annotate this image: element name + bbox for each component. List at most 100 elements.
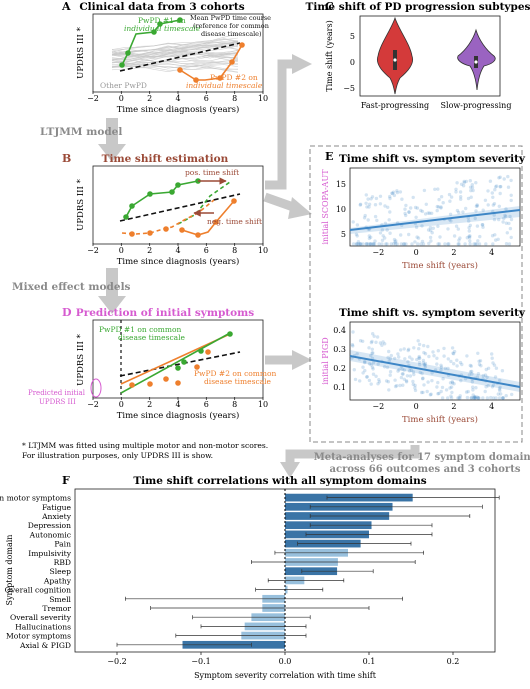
x-tick-label: 4 [489, 402, 494, 411]
scatter-point [490, 356, 494, 360]
scatter-point [504, 207, 508, 211]
scatter-point [385, 365, 390, 370]
footnote-line-1: * LTJMM was fitted using multiple motor … [22, 441, 268, 450]
scatter-point [367, 202, 372, 206]
scatter-point [421, 242, 426, 246]
scatter-point [485, 396, 490, 400]
scatter-point [406, 348, 410, 353]
scatter-point [365, 205, 369, 209]
scatter-point [395, 190, 400, 195]
scatter-point [358, 242, 363, 246]
x-tick-label: 4 [175, 94, 180, 103]
scatter-point [486, 384, 490, 388]
scatter-point [435, 356, 439, 360]
panel-title: Clinical data from 3 cohorts [79, 1, 244, 13]
panel-letter: B [62, 152, 71, 165]
scatter-point [505, 231, 509, 235]
pwpd1-label-b: individual timescale [124, 24, 201, 33]
scatter-point [423, 361, 428, 366]
scatter-point [421, 390, 425, 395]
scatter-point [509, 193, 513, 197]
scatter-point [414, 225, 419, 229]
scatter-point [369, 242, 373, 246]
scatter-point [470, 369, 474, 374]
scatter-point [386, 380, 390, 384]
scatter-point [358, 203, 362, 207]
meta-analyses-line-2: across 66 outcomes and 3 cohorts [330, 464, 521, 475]
scatter-point [465, 354, 469, 358]
scatter-point [454, 187, 458, 191]
scatter-point [369, 197, 373, 201]
group-label: Slow-progressing [441, 101, 512, 110]
scatter-point [467, 235, 472, 240]
scatter-point [428, 235, 433, 240]
scatter-point [450, 380, 454, 384]
other-pwpd-curve [111, 45, 239, 55]
scatter-point [464, 179, 468, 184]
scatter-point [448, 199, 452, 203]
down-arrow-a-b [106, 118, 118, 146]
pwpd1-shifted-line [177, 181, 231, 225]
scatter-point [371, 367, 375, 371]
scatter-point [493, 233, 497, 237]
scatter-point [444, 388, 449, 392]
scatter-point [494, 238, 498, 242]
pwpd2-label-b: individual timescale [186, 81, 263, 90]
scatter-point [404, 380, 409, 384]
scatter-point [369, 235, 373, 239]
scatter-point [491, 383, 496, 387]
x-tick-label: 10 [258, 400, 268, 409]
scatter-point [443, 242, 447, 246]
scatter-point [385, 228, 389, 232]
scatter-point [475, 204, 480, 208]
panel-c: C Time shift of PD progression subtypes … [306, 0, 530, 110]
x-tick-label: 0 [119, 400, 124, 409]
scatter-point [426, 228, 431, 232]
scatter-point [446, 357, 450, 361]
scatter-point [377, 242, 381, 246]
scatter-point [430, 211, 434, 215]
scatter-point [427, 241, 431, 246]
scatter-point [429, 392, 433, 396]
scatter-point [370, 365, 375, 369]
scatter-point [471, 388, 475, 392]
scatter-point [510, 392, 514, 397]
scatter-point [388, 370, 393, 374]
pwpd1-points [175, 331, 233, 371]
scatter-point [439, 365, 444, 369]
scatter-point [459, 195, 463, 199]
scatter-point [403, 357, 407, 361]
x-tick-label: 6 [204, 400, 209, 409]
scatter-point [412, 372, 416, 377]
scatter-point [473, 394, 477, 399]
scatter-point [351, 220, 355, 224]
pwpd2-label: PwPD #2 on common [194, 369, 277, 378]
scatter-point [384, 379, 389, 383]
x-tick-label: 0.1 [363, 657, 376, 666]
scatter-point [408, 374, 413, 378]
scatter-point [407, 369, 412, 373]
scatter-point [507, 221, 511, 226]
x-tick-label: 2 [147, 246, 152, 255]
scatter-point [365, 375, 369, 379]
x-tick-label: 6 [204, 94, 209, 103]
x-tick-label: −2 [372, 248, 384, 257]
scatter-point [462, 180, 466, 185]
scatter-point [451, 352, 456, 356]
scatter-point [364, 201, 368, 205]
x-tick-label: 0 [119, 94, 124, 103]
scatter-point [439, 363, 443, 367]
scatter-point [367, 236, 372, 241]
scatter-point [469, 396, 474, 400]
scatter-point [497, 204, 501, 208]
scatter-point [423, 352, 428, 356]
scatter-point [404, 242, 408, 246]
scatter-point [484, 367, 488, 372]
scatter-point [369, 353, 373, 358]
scatter-point [356, 242, 360, 246]
scatter-point [428, 225, 433, 230]
other-pwpd-label: Other PwPD [100, 81, 147, 90]
scatter-point [486, 189, 490, 193]
scatter-point [417, 356, 421, 360]
scatter-point [408, 355, 412, 359]
